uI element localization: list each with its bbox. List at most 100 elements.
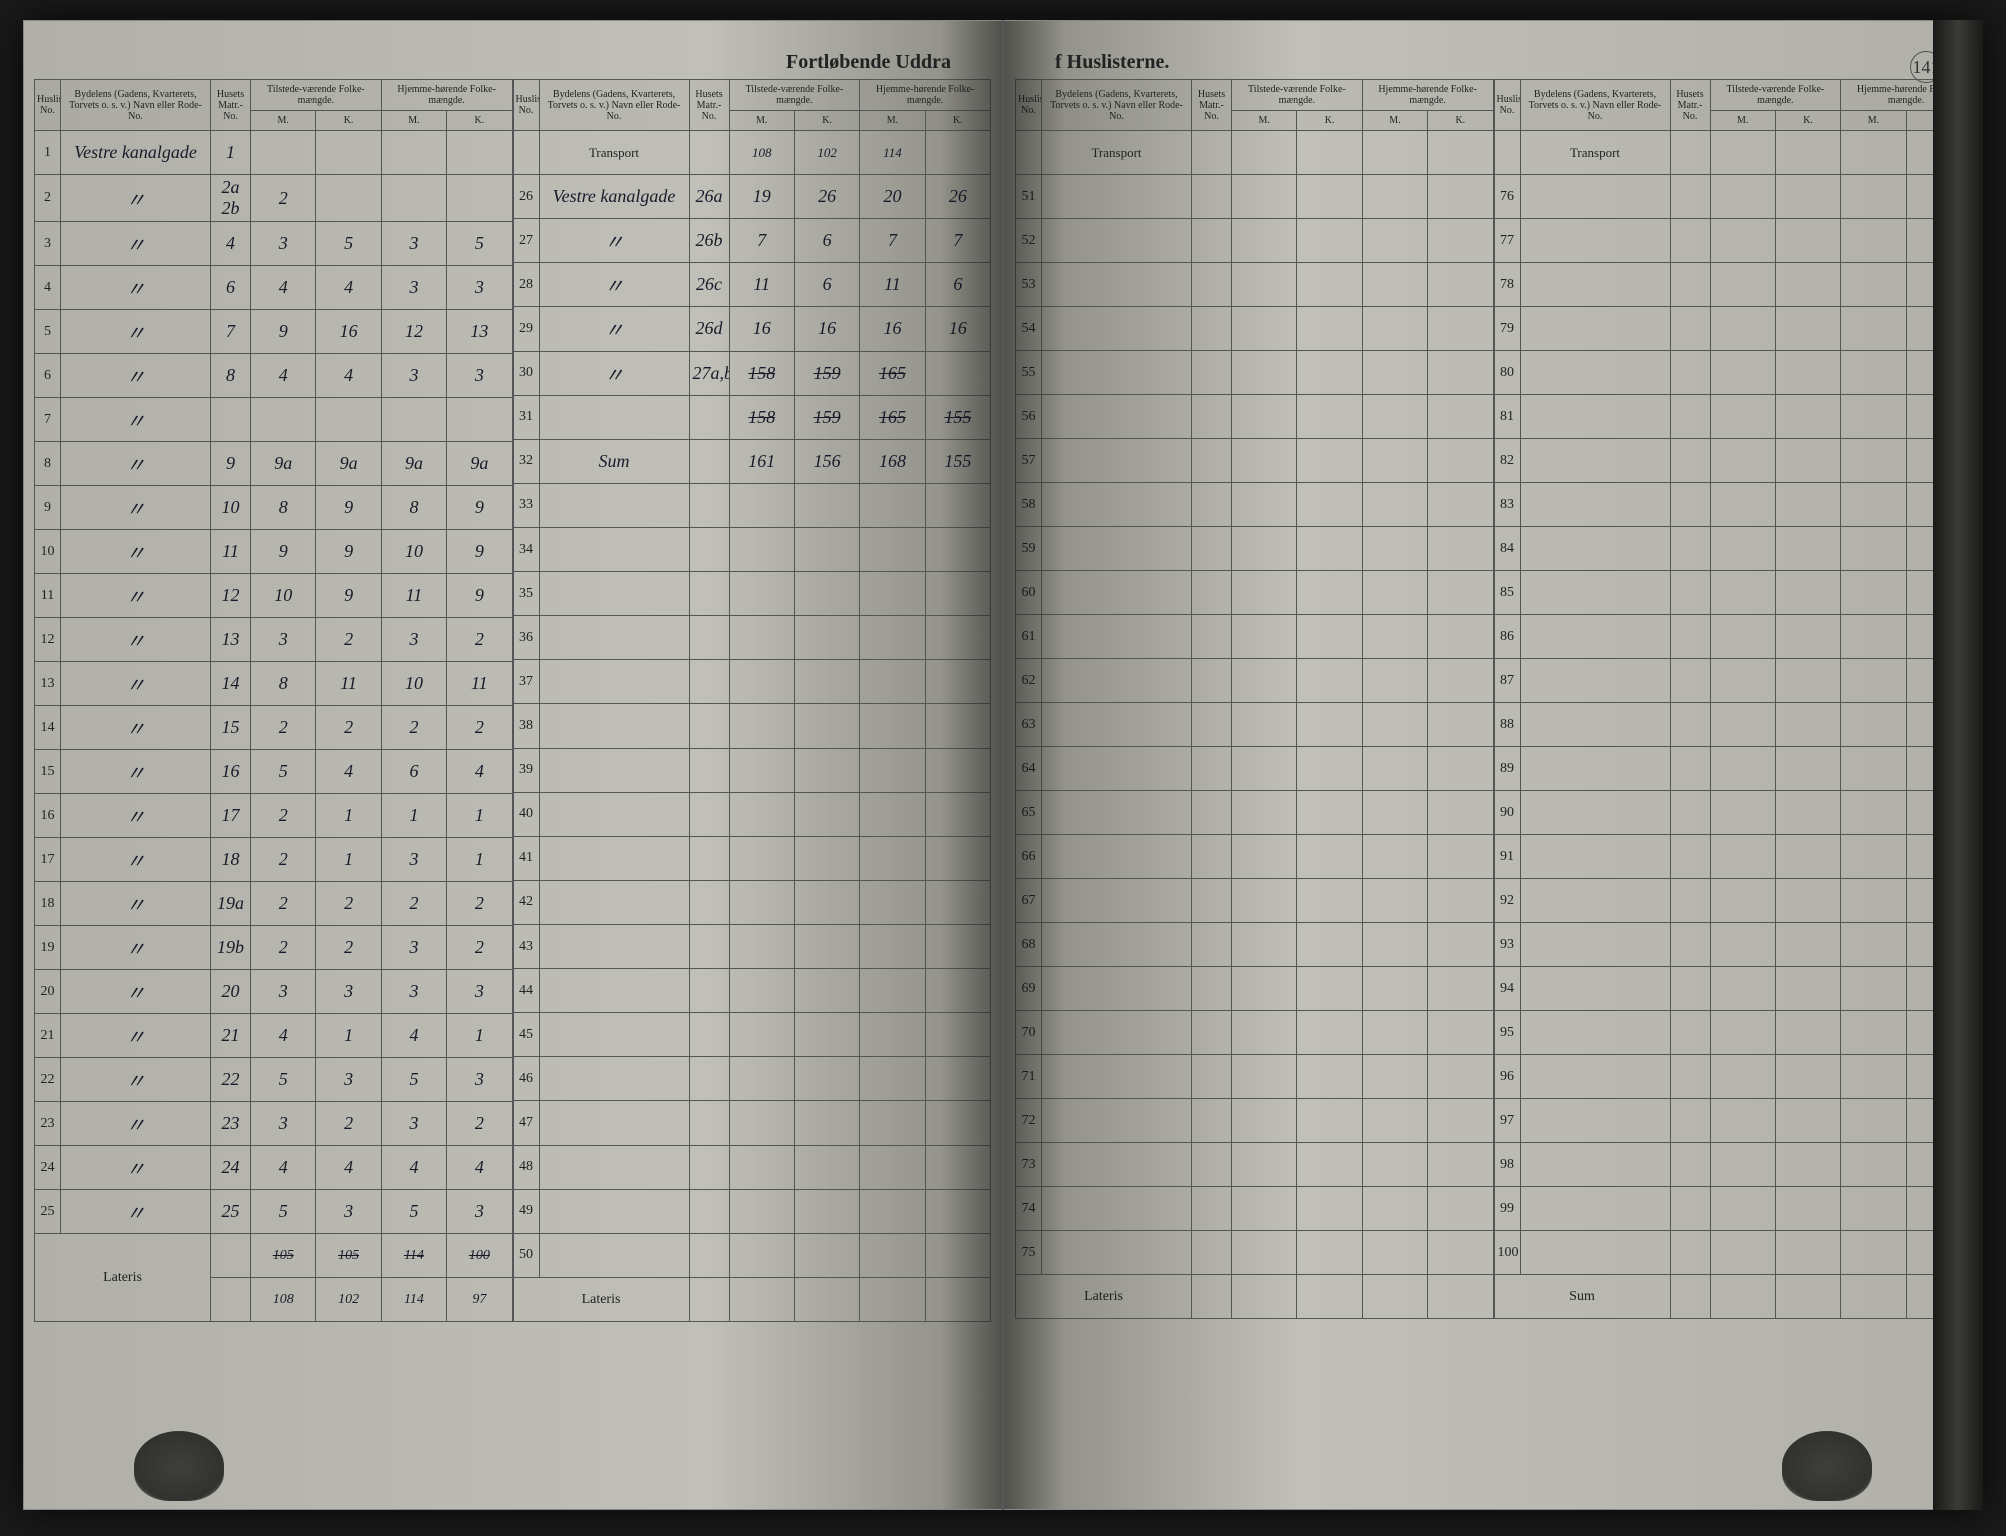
bydel-cell: 〃: [61, 838, 211, 882]
matr-cell: [1192, 571, 1232, 615]
value-cell: [1232, 1011, 1297, 1055]
value-cell: 5: [381, 1058, 446, 1102]
value-cell: [1297, 483, 1362, 527]
lateris-val: 100: [447, 1234, 512, 1278]
row-number: 100: [1494, 1231, 1520, 1275]
matr-cell: 22: [211, 1058, 251, 1102]
bydel-cell: [1520, 879, 1670, 923]
value-cell: [1710, 967, 1775, 1011]
value-cell: [1841, 615, 1906, 659]
value-cell: [1232, 1099, 1297, 1143]
value-cell: [1297, 219, 1362, 263]
value-cell: [1775, 483, 1840, 527]
header-k: K.: [316, 111, 381, 131]
value-cell: 3: [251, 222, 316, 266]
table-row: 87: [1494, 659, 1972, 703]
row-number: 52: [1016, 219, 1042, 263]
bydel-cell: Vestre kanalgade: [61, 131, 211, 175]
value-cell: 3: [251, 1102, 316, 1146]
value-cell: [1841, 879, 1906, 923]
matr-cell: [689, 439, 729, 483]
value-cell: 2: [251, 175, 316, 222]
matr-cell: 19b: [211, 926, 251, 970]
bydel-cell: [539, 1013, 689, 1057]
value-cell: [1841, 571, 1906, 615]
value-cell: [1428, 307, 1493, 351]
lateris-val: 114: [381, 1234, 446, 1278]
header-huslist: Huslistens No.: [1016, 80, 1042, 131]
value-cell: [447, 131, 512, 175]
row-number: 59: [1016, 527, 1042, 571]
header-m: M.: [251, 111, 316, 131]
value-cell: [729, 792, 794, 836]
row-number: 43: [513, 924, 539, 968]
value-cell: [925, 527, 990, 571]
value-cell: [794, 527, 859, 571]
value-cell: [1710, 307, 1775, 351]
value-cell: [381, 398, 446, 442]
value-cell: 2: [381, 882, 446, 926]
bydel-cell: 〃: [61, 706, 211, 750]
value-cell: [1297, 1143, 1362, 1187]
matr-cell: 21: [211, 1014, 251, 1058]
value-cell: [794, 1101, 859, 1145]
header-k: K.: [1297, 111, 1362, 131]
matr-cell: 18: [211, 838, 251, 882]
table-row: 10〃1199109: [35, 530, 513, 574]
table-row: 8〃99a9a9a9a: [35, 442, 513, 486]
value-cell: [251, 398, 316, 442]
matr-cell: [689, 880, 729, 924]
value-cell: 159: [794, 395, 859, 439]
value-cell: [1297, 703, 1362, 747]
table-row: 26Vestre kanalgade26a19262026: [513, 175, 991, 219]
bydel-cell: [539, 704, 689, 748]
matr-cell: [1192, 263, 1232, 307]
lateris-val: 102: [316, 1278, 381, 1322]
matr-cell: [1670, 835, 1710, 879]
value-cell: [1841, 395, 1906, 439]
value-cell: 165: [860, 351, 925, 395]
value-cell: 6: [794, 263, 859, 307]
value-cell: [1841, 1055, 1906, 1099]
value-cell: [1710, 1055, 1775, 1099]
lateris-label: Lateris: [35, 1234, 211, 1322]
transport-row: Transport: [1494, 131, 1972, 175]
bydel-cell: [539, 483, 689, 527]
table-row: 94: [1494, 967, 1972, 1011]
bydel-cell: 〃: [61, 222, 211, 266]
row-number: 20: [35, 970, 61, 1014]
value-cell: [729, 1233, 794, 1277]
value-cell: [1841, 527, 1906, 571]
header-k: K.: [925, 111, 990, 131]
matr-cell: [1670, 615, 1710, 659]
bydel-cell: [1520, 439, 1670, 483]
value-cell: [794, 572, 859, 616]
value-cell: [447, 398, 512, 442]
table-row: 100: [1494, 1231, 1972, 1275]
matr-cell: [1192, 483, 1232, 527]
table-row: 53: [1016, 263, 1494, 307]
matr-cell: 9: [211, 442, 251, 486]
row-number: 45: [513, 1013, 539, 1057]
value-cell: 3: [381, 618, 446, 662]
header-tilstede: Tilstede-værende Folke-mængde.: [1232, 80, 1363, 111]
value-cell: 3: [447, 970, 512, 1014]
table-row: 27〃26b7677: [513, 219, 991, 263]
lateris-row: Lateris: [513, 1278, 991, 1322]
value-cell: [1297, 439, 1362, 483]
table-row: 67: [1016, 879, 1494, 923]
value-cell: [1362, 351, 1427, 395]
value-cell: 16: [729, 307, 794, 351]
value-cell: [1428, 879, 1493, 923]
value-cell: [1362, 483, 1427, 527]
bydel-cell: [1520, 967, 1670, 1011]
table-row: 47: [513, 1101, 991, 1145]
value-cell: [1362, 1055, 1427, 1099]
value-cell: [1710, 1187, 1775, 1231]
table-row: 12〃133232: [35, 618, 513, 662]
header-k: K.: [447, 111, 512, 131]
table-row: 69: [1016, 967, 1494, 1011]
row-number: 35: [513, 572, 539, 616]
bydel-cell: [1042, 923, 1192, 967]
value-cell: [1775, 615, 1840, 659]
